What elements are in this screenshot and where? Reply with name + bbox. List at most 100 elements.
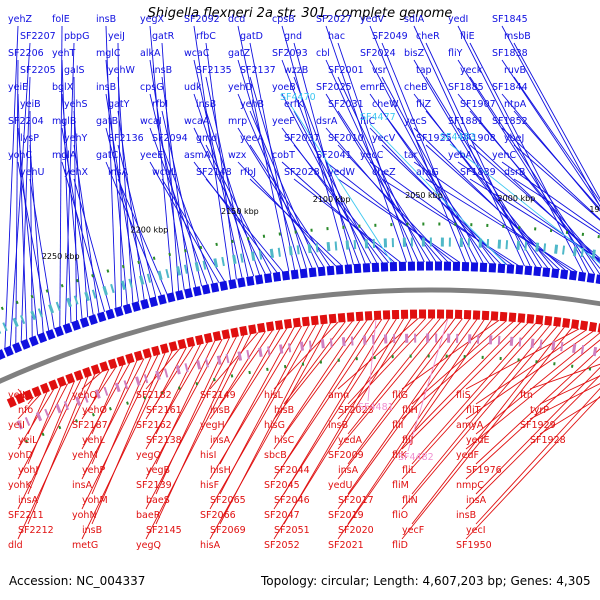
- reverse-gene-label: SF2211: [8, 510, 44, 521]
- reverse-gene-line: [81, 358, 145, 480]
- reverse-gene-line: [337, 318, 463, 480]
- reverse-gene-line: [17, 373, 96, 540]
- reverse-gene-label: yecI: [466, 525, 486, 536]
- forward-gene-label: SF1852: [492, 116, 528, 127]
- reverse-gene-label: yeiL: [18, 435, 38, 446]
- forward-gene-label: fliC: [360, 116, 376, 127]
- forward-gene-label: cpsB: [272, 14, 295, 25]
- forward-gene-label: SF2001: [328, 65, 364, 76]
- reverse-gene-line: [475, 367, 600, 495]
- reverse-gene-label: fliS: [456, 390, 471, 401]
- forward-gene-label: yedI: [448, 14, 468, 25]
- forward-gene-label: yehZ: [8, 14, 32, 25]
- reverse-gene-label: SF2046: [274, 495, 310, 506]
- reverse-gene-label: fliI: [392, 420, 403, 431]
- forward-marker-ring: [0, 222, 600, 311]
- reverse-gene-label: hisC: [274, 435, 295, 446]
- forward-gene-line: [59, 25, 63, 327]
- forward-gene-label: yehT: [52, 48, 75, 59]
- forward-gene-line: [457, 161, 600, 261]
- reverse-gene-line: [465, 328, 580, 390]
- forward-gene-label: SF2148: [196, 167, 232, 178]
- forward-gene-line: [105, 93, 140, 302]
- forward-gene-line: [457, 127, 600, 263]
- reverse-gene-line: [81, 362, 131, 450]
- forward-gene-line: [425, 110, 555, 270]
- forward-gene-label: fliE: [460, 31, 475, 42]
- reverse-gene-line: [91, 356, 152, 495]
- forward-gene-line: [513, 178, 600, 235]
- forward-gene-label: ybeJ: [504, 133, 524, 144]
- reverse-gene-line: [81, 371, 103, 390]
- reverse-gene-label: SF2187: [72, 420, 108, 431]
- forward-gene-label: SF2024: [360, 48, 396, 59]
- reverse-gene-label: hisB: [274, 405, 294, 416]
- reverse-gene-line: [539, 396, 600, 435]
- forward-gene-label: insB: [196, 99, 216, 110]
- forward-gene-label: gatZ: [228, 48, 251, 59]
- forward-gene-line: [105, 161, 162, 296]
- forward-gene-line: [105, 59, 128, 306]
- reverse-gene-line: [209, 325, 303, 480]
- reverse-gene-label: SF2045: [264, 480, 300, 491]
- reverse-gene-label: SF2162: [136, 420, 172, 431]
- forward-gene-label: SF2092: [184, 14, 220, 25]
- forward-gene-line: [425, 42, 531, 267]
- reverse-gene-label: insB: [328, 420, 348, 431]
- forward-gene-label: yohC: [8, 150, 32, 161]
- forward-gene-label: gatR: [152, 31, 175, 42]
- forward-gene-line: [4, 25, 19, 349]
- forward-gene-label: ntpA: [504, 99, 527, 110]
- forward-gene-label: rfbI: [152, 99, 168, 110]
- scale-label: 2000 kbp: [498, 194, 536, 203]
- forward-gene-line: [513, 144, 600, 221]
- reverse-gene-label: insA: [72, 480, 93, 491]
- forward-gene-line: [15, 59, 19, 344]
- scale-label: 1950 kbp: [589, 205, 600, 214]
- forward-gene-line: [237, 93, 313, 269]
- forward-gene-line: [205, 178, 284, 273]
- forward-gene-label: asmA: [184, 150, 211, 161]
- reverse-gene-label: SF2069: [210, 525, 246, 536]
- reverse-trna-line: [407, 318, 449, 452]
- forward-gene-label: yebA: [448, 150, 472, 161]
- reverse-gene-line: [155, 337, 230, 495]
- forward-gene-line: [369, 59, 478, 264]
- forward-gene-label: SF2010: [328, 133, 364, 144]
- forward-gene-label: mglC: [96, 48, 121, 59]
- forward-gene-label: wcaL: [152, 167, 177, 178]
- forward-gene-label: cheR: [416, 31, 440, 42]
- forward-gene-line: [425, 178, 578, 273]
- forward-gene-label: yeiJ: [108, 31, 125, 42]
- reverse-gene-line: [347, 319, 485, 525]
- forward-gene-label: ruvB: [504, 65, 526, 76]
- reverse-gene-line: [17, 394, 41, 420]
- reverse-gene-label: SF2009: [328, 450, 364, 461]
- forward-gene-line: [17, 127, 39, 336]
- reverse-gene-label: fliO: [392, 510, 408, 521]
- forward-gene-line: [325, 161, 455, 263]
- reverse-gene-label: baeS: [146, 495, 170, 506]
- reverse-gene-label: SF2021: [328, 540, 364, 551]
- reverse-gene-label: insA: [338, 465, 359, 476]
- reverse-gene-label: baeR: [136, 510, 161, 521]
- reverse-gene-line: [283, 319, 375, 465]
- reverse-gene-line: [91, 360, 138, 465]
- reverse-gene-label: yedF: [456, 450, 479, 461]
- reverse-gene-line: [273, 320, 354, 420]
- reverse-gene-line: [273, 321, 339, 390]
- forward-gene-label: insB: [96, 14, 116, 25]
- reverse-gene-label: SF2182: [136, 390, 172, 401]
- reverse-gene-line: [475, 332, 600, 435]
- reverse-gene-label: fliK: [392, 450, 408, 461]
- reverse-gene-line: [475, 329, 587, 405]
- forward-gene-label: dcd: [228, 14, 245, 25]
- reverse-gene-label: nfo: [18, 405, 33, 416]
- forward-gene-label: araG: [416, 167, 439, 178]
- reverse-gene-line: [337, 317, 419, 390]
- reverse-gene-label: insB: [456, 510, 476, 521]
- reverse-gene-label: SF2023: [338, 405, 374, 416]
- forward-gene-label: gatC: [96, 150, 119, 161]
- forward-gene-label: gmd: [196, 133, 217, 144]
